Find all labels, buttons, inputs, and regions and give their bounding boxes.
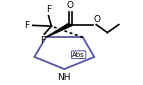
Text: O: O: [67, 1, 74, 10]
Text: F: F: [40, 36, 45, 45]
Text: NH: NH: [58, 73, 71, 82]
Text: F: F: [46, 5, 51, 14]
Polygon shape: [46, 24, 72, 37]
Text: O: O: [94, 15, 101, 24]
Text: Abs: Abs: [72, 52, 85, 58]
Text: F: F: [24, 21, 29, 30]
